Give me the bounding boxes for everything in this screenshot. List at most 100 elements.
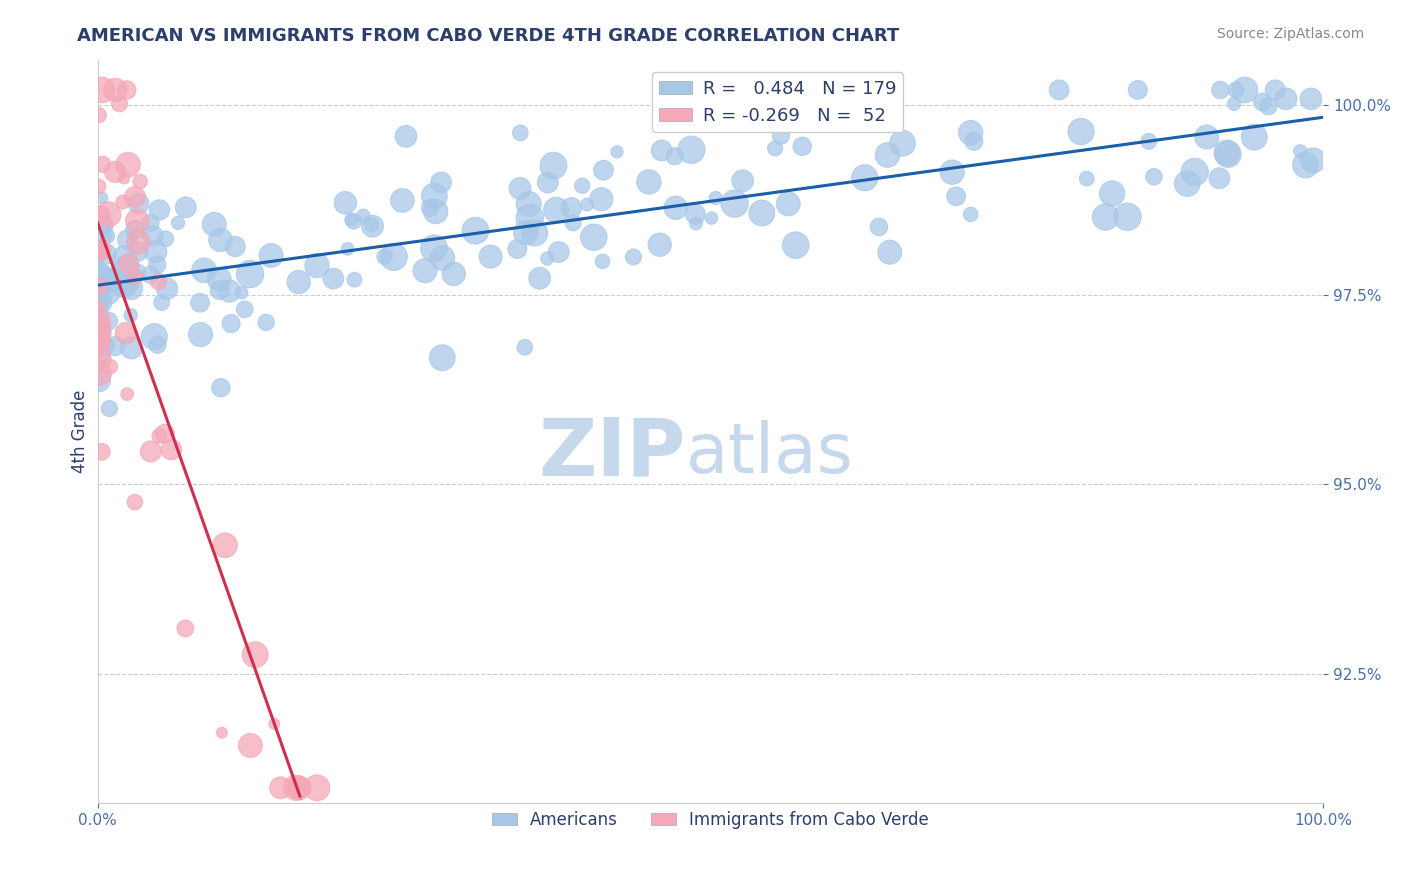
- Point: [763, 141, 786, 155]
- Point: [287, 780, 309, 795]
- Point: [1216, 145, 1239, 160]
- Point: [664, 149, 686, 163]
- Point: [519, 211, 541, 225]
- Point: [117, 158, 139, 172]
- Point: [523, 226, 546, 240]
- Text: atlas: atlas: [686, 420, 853, 487]
- Point: [1126, 83, 1149, 97]
- Point: [146, 258, 169, 272]
- Point: [515, 226, 537, 240]
- Point: [1216, 147, 1239, 161]
- Point: [211, 725, 233, 739]
- Point: [124, 269, 146, 284]
- Point: [104, 165, 127, 179]
- Point: [1289, 145, 1312, 159]
- Point: [87, 314, 110, 328]
- Point: [1264, 83, 1286, 97]
- Point: [90, 208, 112, 222]
- Point: [115, 83, 138, 97]
- Point: [751, 206, 773, 220]
- Point: [425, 204, 447, 219]
- Point: [190, 327, 212, 342]
- Point: [104, 339, 127, 353]
- Point: [546, 202, 568, 217]
- Point: [127, 265, 149, 279]
- Point: [879, 245, 901, 260]
- Point: [1295, 158, 1317, 172]
- Point: [1209, 83, 1232, 97]
- Point: [571, 178, 593, 193]
- Point: [260, 248, 283, 262]
- Point: [1101, 186, 1123, 201]
- Point: [224, 239, 246, 253]
- Point: [1094, 210, 1116, 224]
- Point: [87, 352, 110, 367]
- Point: [685, 217, 707, 231]
- Point: [1076, 171, 1098, 186]
- Point: [114, 251, 136, 265]
- Point: [243, 648, 266, 662]
- Point: [592, 163, 614, 178]
- Point: [193, 263, 215, 277]
- Point: [87, 300, 110, 314]
- Point: [87, 308, 110, 322]
- Point: [87, 329, 110, 343]
- Point: [167, 216, 190, 230]
- Point: [148, 275, 170, 289]
- Point: [1225, 83, 1247, 97]
- Point: [87, 302, 110, 317]
- Point: [419, 201, 441, 215]
- Point: [576, 197, 599, 211]
- Point: [231, 285, 253, 300]
- Text: Source: ZipAtlas.com: Source: ZipAtlas.com: [1216, 27, 1364, 41]
- Point: [517, 197, 540, 211]
- Point: [1143, 169, 1166, 184]
- Point: [395, 129, 418, 144]
- Point: [87, 292, 110, 306]
- Point: [124, 495, 146, 509]
- Point: [769, 128, 792, 143]
- Point: [97, 285, 120, 300]
- Point: [160, 442, 183, 457]
- Point: [87, 366, 110, 380]
- Point: [785, 238, 807, 252]
- Point: [87, 345, 110, 359]
- Point: [87, 245, 110, 260]
- Point: [90, 444, 112, 458]
- Point: [93, 338, 115, 352]
- Point: [139, 444, 162, 458]
- Point: [700, 211, 723, 225]
- Point: [143, 329, 166, 343]
- Point: [270, 780, 292, 795]
- Point: [87, 108, 110, 122]
- Point: [537, 176, 560, 190]
- Point: [112, 277, 135, 291]
- Point: [723, 196, 745, 211]
- Point: [87, 179, 110, 194]
- Point: [638, 175, 661, 189]
- Point: [509, 126, 531, 140]
- Point: [778, 197, 800, 211]
- Point: [560, 201, 582, 215]
- Point: [114, 274, 136, 288]
- Point: [87, 244, 110, 258]
- Point: [127, 244, 149, 259]
- Point: [513, 340, 536, 354]
- Point: [127, 235, 149, 249]
- Point: [868, 219, 890, 234]
- Point: [335, 195, 357, 210]
- Point: [155, 232, 177, 246]
- Point: [562, 216, 585, 230]
- Point: [115, 261, 138, 276]
- Point: [91, 273, 114, 287]
- Point: [129, 174, 152, 188]
- Point: [704, 191, 727, 205]
- Point: [959, 207, 981, 221]
- Point: [87, 227, 110, 241]
- Point: [423, 241, 446, 255]
- Point: [208, 283, 231, 297]
- Point: [506, 242, 529, 256]
- Point: [430, 176, 453, 190]
- Point: [107, 273, 129, 287]
- Point: [1257, 99, 1279, 113]
